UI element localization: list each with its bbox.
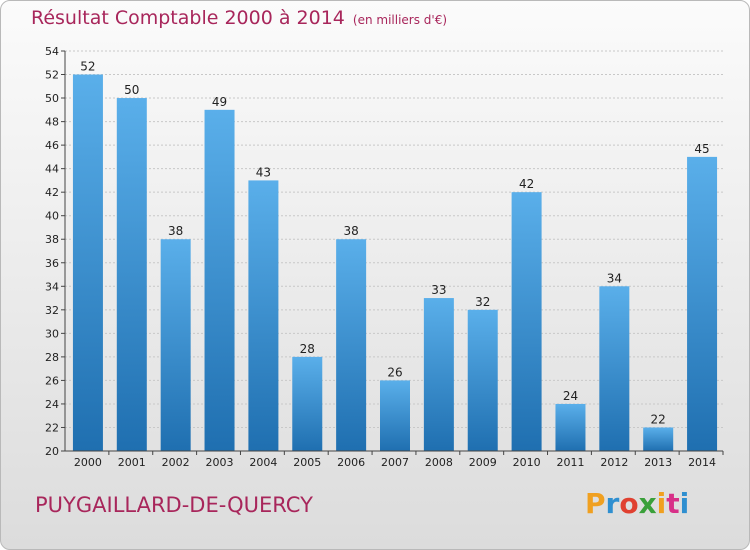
bar-value-label: 42 — [519, 177, 534, 191]
y-tick-label: 20 — [45, 445, 59, 458]
y-tick-label: 50 — [45, 92, 59, 105]
x-tick-label: 2005 — [293, 456, 321, 469]
chart-unit: (en milliers d'€) — [352, 13, 448, 27]
logo-letter: t — [666, 487, 680, 520]
bar-value-label: 45 — [694, 142, 709, 156]
bar — [423, 298, 454, 451]
bar-value-label: 38 — [343, 224, 358, 238]
x-tick-label: 2007 — [381, 456, 409, 469]
proxiti-logo: Proxiti — [585, 487, 689, 520]
bar — [643, 427, 674, 451]
logo-letter: i — [679, 487, 690, 520]
y-tick-label: 54 — [45, 45, 59, 58]
bar — [511, 192, 542, 452]
bars: 52 50 38 49 43 28 38 26 33 32 42 24 34 22 45 — [72, 60, 718, 452]
bar-value-label: 26 — [387, 365, 402, 379]
bar-value-label: 33 — [431, 283, 446, 297]
x-tick-label: 2011 — [556, 456, 584, 469]
x-tick-label: 2000 — [74, 456, 102, 469]
bar-value-label: 24 — [563, 389, 578, 403]
logo-letter: i — [656, 487, 667, 520]
x-tick-label: 2001 — [118, 456, 146, 469]
bar-value-label: 22 — [651, 412, 666, 426]
y-tick-label: 24 — [45, 398, 59, 411]
x-tick-label: 2004 — [249, 456, 277, 469]
y-tick-label: 48 — [45, 116, 59, 129]
y-tick-label: 46 — [45, 139, 59, 152]
chart-title: Résultat Comptable 2000 à 2014 (en millie… — [31, 7, 447, 29]
x-tick-label: 2012 — [600, 456, 628, 469]
y-tick-label: 28 — [45, 351, 59, 364]
chart-title-text: Résultat Comptable 2000 à 2014 — [31, 7, 345, 29]
bar-value-label: 34 — [607, 271, 622, 285]
y-tick-label: 52 — [45, 69, 59, 82]
y-tick-label: 42 — [45, 186, 59, 199]
bar-value-label: 52 — [80, 60, 95, 74]
bar-value-label: 49 — [212, 95, 227, 109]
bar-value-label: 43 — [256, 165, 271, 179]
bar-value-label: 28 — [300, 342, 315, 356]
logo-letter: P — [585, 487, 606, 520]
y-tick-label: 36 — [45, 257, 59, 270]
bar — [116, 98, 147, 451]
bar — [292, 356, 323, 451]
logo-letter: r — [605, 487, 620, 520]
y-tick-label: 26 — [45, 374, 59, 387]
x-tick-label: 2014 — [688, 456, 716, 469]
bar-value-label: 32 — [475, 295, 490, 309]
logo-letter: x — [638, 487, 657, 520]
y-tick-label: 30 — [45, 327, 59, 340]
bar — [687, 156, 718, 451]
axes: 20 22 24 26 28 30 32 34 36 38 40 42 44 46 48 50 52 54 2000… — [45, 45, 724, 469]
x-tick-label: 2010 — [513, 456, 541, 469]
x-tick-label: 2006 — [337, 456, 365, 469]
x-tick-label: 2003 — [206, 456, 234, 469]
bar — [248, 180, 279, 452]
bar — [599, 286, 630, 451]
bar — [467, 309, 498, 451]
logo-letter: o — [619, 487, 639, 520]
bar-value-label: 38 — [168, 224, 183, 238]
x-tick-label: 2013 — [644, 456, 672, 469]
x-tick-label: 2009 — [469, 456, 497, 469]
x-tick-label: 2002 — [162, 456, 190, 469]
y-tick-label: 38 — [45, 233, 59, 246]
y-tick-label: 34 — [45, 280, 59, 293]
y-tick-label: 44 — [45, 163, 59, 176]
bar-value-label: 50 — [124, 83, 139, 97]
bar — [72, 74, 103, 451]
y-tick-label: 22 — [45, 421, 59, 434]
bar — [555, 403, 586, 451]
y-tick-label: 40 — [45, 210, 59, 223]
bar — [160, 239, 191, 451]
commune-name: PUYGAILLARD-DE-QUERCY — [35, 493, 313, 517]
bar — [336, 239, 367, 451]
bar — [204, 109, 235, 451]
bar — [380, 380, 410, 451]
y-tick-label: 32 — [45, 304, 59, 317]
x-tick-label: 2008 — [425, 456, 453, 469]
